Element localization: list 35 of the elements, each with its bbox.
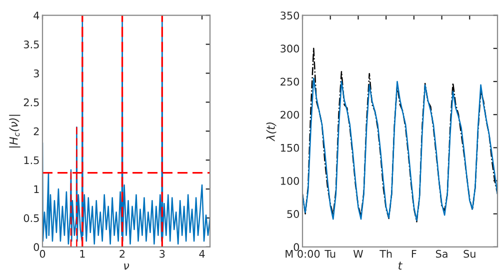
- x-tick-label: 1: [80, 250, 85, 258]
- y-tick-label: 250: [280, 78, 300, 86]
- y-tick-label: 350: [280, 12, 300, 20]
- x-tick-label: M 0:00: [286, 250, 320, 258]
- y-axis-title: |H$_{c}$(ν)|: [9, 114, 20, 148]
- x-tick-label: Sa: [436, 250, 448, 258]
- y-tick-label: 100: [280, 176, 300, 185]
- x-axis-title: t: [398, 262, 403, 270]
- y-tick-label: 50: [287, 210, 300, 218]
- line-series: [302, 48, 498, 222]
- y-tick-label: 2.5: [24, 98, 39, 106]
- y-tick-label: 3.5: [24, 40, 39, 48]
- y-tick-label: 200: [280, 110, 300, 119]
- x-tick-label: 4: [199, 250, 205, 258]
- y-tick-label: 300: [280, 44, 300, 53]
- y-tick-label: 3: [34, 69, 39, 78]
- y-tick-label: 2: [34, 127, 39, 136]
- x-tick-label: Su: [464, 250, 476, 258]
- x-tick-label: Tu: [324, 250, 336, 258]
- x-axis-title: ν: [124, 264, 130, 270]
- x-tick-label: 2: [120, 250, 125, 258]
- line-series: [302, 78, 498, 222]
- x-tick-label: W: [353, 250, 364, 258]
- y-tick-label: 1: [34, 185, 39, 193]
- y-axis-title: λ(t): [266, 122, 276, 142]
- y-tick-label: 4: [34, 12, 40, 20]
- x-tick-label: Th: [380, 250, 392, 258]
- y-tick-label: 0.5: [24, 214, 39, 222]
- x-tick-label: 3: [160, 250, 165, 258]
- x-tick-label: F: [412, 250, 416, 258]
- x-tick-label: 0: [40, 250, 46, 258]
- y-tick-label: 0: [34, 243, 40, 252]
- y-tick-label: 1.5: [24, 156, 39, 164]
- y-tick-label: 0: [294, 243, 300, 252]
- y-tick-label: 150: [280, 144, 300, 152]
